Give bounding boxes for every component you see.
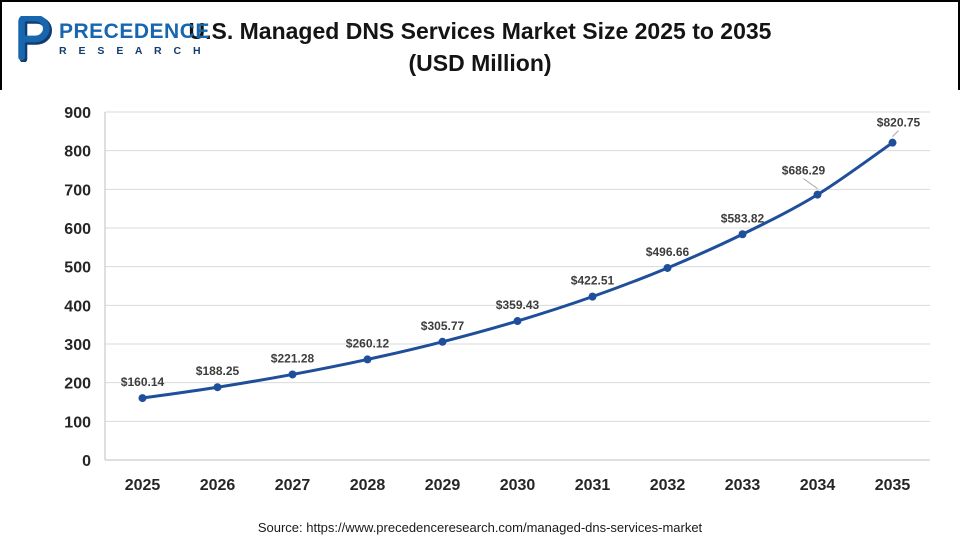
chart-title-line1: U.S. Managed DNS Services Market Size 20… — [188, 18, 772, 44]
data-label: $820.75 — [877, 116, 921, 130]
x-tick-label: 2027 — [275, 477, 311, 494]
x-tick-label: 2034 — [800, 477, 836, 494]
y-tick-label: 200 — [64, 376, 91, 393]
y-tick-label: 700 — [64, 182, 91, 199]
x-tick-label: 2032 — [650, 477, 686, 494]
data-label: $160.14 — [121, 375, 165, 389]
data-point — [663, 263, 672, 272]
series-line — [141, 141, 894, 400]
logo-wordmark: PRECEDENCE R E S E A R C H — [59, 21, 210, 56]
y-tick-label: 500 — [64, 260, 91, 277]
data-label: $422.51 — [571, 274, 615, 288]
precedence-research-logo: PRECEDENCE R E S E A R C H — [14, 16, 210, 62]
data-point — [288, 370, 297, 379]
y-tick-label: 0 — [82, 453, 91, 470]
label-leader-line — [803, 178, 818, 190]
x-tick-label: 2026 — [200, 477, 236, 494]
logo-wordmark-line2: R E S E A R C H — [59, 44, 206, 57]
data-label: $260.12 — [346, 336, 390, 350]
data-label: $305.77 — [421, 319, 465, 333]
data-label: $359.43 — [496, 298, 540, 312]
data-point — [513, 317, 522, 326]
x-axis-tick-labels: 2025 2026 2027 2028 2029 2030 2031 2032 2033 2034… — [125, 477, 911, 494]
logo-wordmark-line1: PRECEDENCE — [59, 20, 210, 44]
data-point — [813, 190, 822, 199]
label-leader-line — [892, 130, 899, 137]
data-point — [588, 292, 597, 301]
header: PRECEDENCE R E S E A R C H U.S. Managed … — [0, 0, 960, 90]
data-label: $496.66 — [646, 245, 690, 259]
data-point — [213, 383, 222, 392]
logo-p-icon — [18, 16, 52, 62]
y-axis-tick-labels: 0 100 200 300 400 500 600 700 800 900 — [64, 105, 91, 470]
chart-title: U.S. Managed DNS Services Market Size 20… — [2, 2, 958, 79]
y-tick-label: 300 — [64, 337, 91, 354]
data-label: $583.82 — [721, 211, 765, 225]
data-labels: $160.14 $188.25 $221.28 $260.12 $305.77 $359.… — [121, 116, 921, 389]
x-tick-label: 2035 — [875, 477, 911, 494]
gridlines — [104, 111, 930, 461]
data-points — [138, 138, 897, 403]
source-line: Source: https://www.precedenceresearch.c… — [257, 520, 703, 535]
x-tick-label: 2025 — [125, 477, 161, 494]
data-point — [438, 337, 447, 346]
data-point — [363, 355, 372, 364]
y-tick-label: 800 — [64, 144, 91, 161]
data-label: $221.28 — [271, 351, 315, 365]
chart-area: 0 100 200 300 400 500 600 700 800 900 2025 2026 2027… — [0, 90, 960, 520]
y-tick-label: 900 — [64, 105, 91, 122]
data-point — [738, 230, 747, 239]
y-tick-label: 100 — [64, 414, 91, 431]
chart-title-line2: (USD Million) — [408, 50, 552, 77]
line-chart-svg: 0 100 200 300 400 500 600 700 800 900 2025 2026 2027… — [64, 105, 930, 494]
data-point — [888, 138, 897, 147]
data-label: $686.29 — [782, 164, 826, 178]
x-tick-label: 2029 — [425, 477, 461, 494]
x-tick-label: 2033 — [725, 477, 761, 494]
data-point — [138, 394, 147, 403]
x-tick-label: 2031 — [575, 477, 611, 494]
x-tick-label: 2030 — [500, 477, 536, 494]
data-label: $188.25 — [196, 364, 240, 378]
y-tick-label: 600 — [64, 221, 91, 238]
x-tick-label: 2028 — [350, 477, 386, 494]
y-tick-label: 400 — [64, 298, 91, 315]
